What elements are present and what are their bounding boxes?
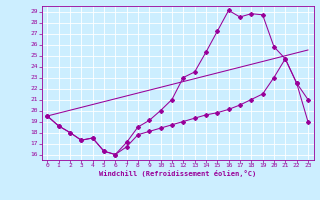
X-axis label: Windchill (Refroidissement éolien,°C): Windchill (Refroidissement éolien,°C)	[99, 170, 256, 177]
